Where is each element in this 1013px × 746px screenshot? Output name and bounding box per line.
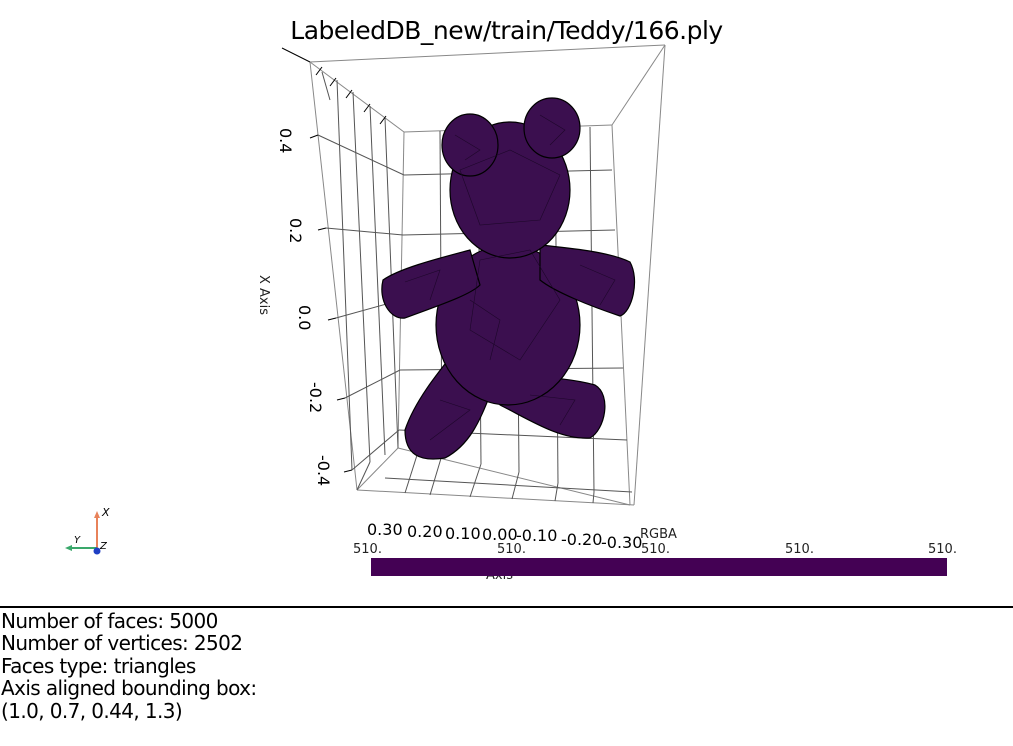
x-axis-tick-label: -0.4 bbox=[314, 455, 333, 486]
orientation-x-label: X bbox=[101, 506, 110, 519]
x-axis-tick-label: 0.0 bbox=[295, 305, 314, 330]
orientation-z-label: Z bbox=[99, 541, 108, 552]
faces-count: Number of faces: 5000 bbox=[1, 609, 218, 633]
colorbar-tick-label: 510. bbox=[641, 542, 670, 557]
plot-title: LabeledDB_new/train/Teddy/166.ply bbox=[290, 16, 723, 45]
colorbar-tick-label: 510. bbox=[497, 542, 526, 557]
divider bbox=[0, 606, 1013, 608]
bbox-label: Axis aligned bounding box: bbox=[1, 676, 257, 701]
colorbar-tick-label: 510. bbox=[785, 542, 814, 557]
teddy-mesh bbox=[381, 97, 636, 460]
x-axis-tick-label: 0.4 bbox=[276, 128, 295, 153]
render-viewport[interactable]: 0.4 0.2 0.0 -0.2 -0.4 X Axis 0.30 0.20 0… bbox=[0, 0, 1013, 600]
x-axis-title: X Axis bbox=[256, 275, 271, 315]
bbox-value: (1.0, 0.7, 0.44, 1.3) bbox=[1, 698, 183, 723]
x-arrow-icon bbox=[94, 511, 100, 518]
colorbar-tick-label: 510. bbox=[928, 542, 957, 557]
scene-canvas: 0.4 0.2 0.0 -0.2 -0.4 X Axis 0.30 0.20 0… bbox=[65, 44, 666, 583]
z-axis-dot-icon bbox=[93, 547, 101, 555]
vertices-count: Number of vertices: 2502 bbox=[1, 631, 243, 656]
colorbar-title: RGBA bbox=[640, 527, 677, 542]
colorbar-tick-label: 510. bbox=[353, 542, 382, 557]
orientation-y-label: Y bbox=[74, 535, 81, 546]
y-axis-tick-label: 0.10 bbox=[445, 524, 481, 543]
y-axis-tick-label: -0.30 bbox=[601, 533, 642, 552]
y-axis-tick-label: -0.20 bbox=[561, 530, 602, 549]
y-axis-tick-label: 0.00 bbox=[482, 525, 518, 544]
mesh-info-panel: Number of faces: 5000 Number of vertices… bbox=[1, 610, 257, 722]
x-axis-ticks bbox=[281, 47, 387, 473]
x-axis-tick-label: 0.2 bbox=[286, 218, 305, 243]
y-arrow-icon bbox=[65, 545, 72, 551]
x-axis-tick-label: -0.2 bbox=[306, 382, 325, 413]
faces-type: Faces type: triangles bbox=[1, 653, 196, 678]
orientation-widget: X Y Z bbox=[65, 506, 110, 555]
colorbar bbox=[371, 558, 947, 576]
y-axis-tick-label: 0.20 bbox=[407, 522, 443, 541]
y-axis-tick-label: -0.10 bbox=[516, 526, 557, 545]
y-axis-tick-label: 0.30 bbox=[367, 520, 403, 539]
